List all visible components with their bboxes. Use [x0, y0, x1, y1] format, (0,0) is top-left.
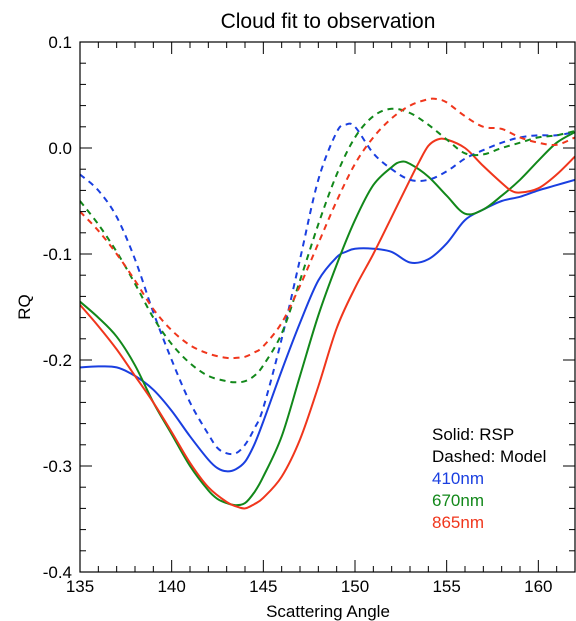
y-tick-label: 0.1 — [48, 33, 72, 52]
series-670nm-model — [80, 107, 575, 384]
series-865nm-rsp — [80, 137, 575, 510]
legend-entry: 865nm — [432, 513, 484, 532]
y-tick-label: -0.4 — [43, 563, 72, 582]
x-axis-label: Scattering Angle — [266, 602, 390, 621]
x-tick-label: 155 — [432, 577, 460, 596]
y-tick-label: 0.0 — [48, 139, 72, 158]
series-670nm-rsp — [80, 131, 575, 507]
plot-curves — [80, 97, 575, 510]
y-axis: -0.4 -0.3 -0.2 -0.1 0.0 0.1 — [43, 33, 575, 582]
legend: Solid: RSP Dashed: Model 410nm 670nm 865nm — [432, 425, 546, 532]
series-410nm-model — [80, 122, 575, 456]
x-tick-label: 150 — [341, 577, 369, 596]
plot-frame — [79, 41, 576, 573]
x-tick-label: 135 — [66, 577, 94, 596]
y-axis-label: RQ — [15, 294, 34, 320]
x-tick-label: 140 — [157, 577, 185, 596]
y-tick-label: -0.3 — [43, 457, 72, 476]
chart-title: Cloud fit to observation — [221, 10, 436, 33]
x-axis: 135 140 145 150 155 160 — [66, 42, 576, 596]
legend-entry: 410nm — [432, 469, 484, 488]
legend-entry: 670nm — [432, 491, 484, 510]
y-tick-label: -0.2 — [43, 351, 72, 370]
y-tick-label: -0.1 — [43, 245, 72, 264]
legend-entry: Solid: RSP — [432, 425, 514, 444]
series-865nm-model — [80, 97, 575, 360]
x-tick-label: 160 — [524, 577, 552, 596]
x-tick-label: 145 — [249, 577, 277, 596]
legend-entry: Dashed: Model — [432, 447, 546, 466]
